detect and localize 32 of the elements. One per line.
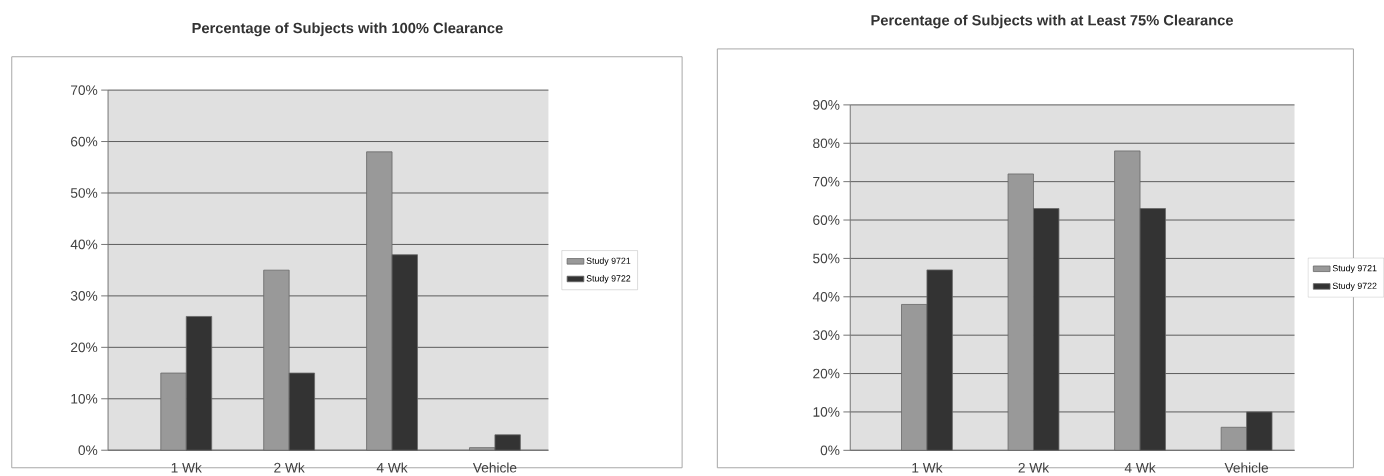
legend-label: Study 9722 [1332, 282, 1377, 291]
x-tick-label: 4 Wk [376, 462, 408, 473]
y-tick-label: 50% [70, 188, 98, 198]
y-tick-label: 40% [812, 291, 840, 302]
y-tick-label: 90% [813, 100, 840, 110]
x-tick-label: 1 Wk [171, 462, 202, 473]
x-tick-label: 2 Wk [1018, 462, 1050, 473]
legend-label: Study 9721 [586, 257, 631, 266]
y-tick-label: 20% [71, 342, 98, 353]
y-tick-label: 70% [71, 85, 98, 95]
chart-title: Percentage of Subjects with at Least 75% Clearance [871, 14, 1233, 29]
y-tick-label: 30% [70, 291, 98, 301]
y-tick-label: 10% [813, 407, 840, 417]
y-tick-label: 40% [70, 239, 98, 250]
y-tick-label: 0% [820, 445, 840, 456]
y-tick-label: 50% [813, 253, 840, 264]
x-tick-label: Vehicle [1224, 462, 1269, 473]
y-tick-label: 10% [71, 393, 98, 404]
y-tick-label: 60% [71, 136, 98, 147]
legend-label: Study 9722 [586, 275, 631, 284]
y-tick-label: 20% [813, 368, 840, 379]
chart-title: Percentage of Subjects with 100% Clearance [192, 22, 503, 37]
y-tick-label: 60% [813, 215, 840, 225]
y-tick-label: 80% [813, 138, 840, 149]
x-tick-label: 1 Wk [912, 462, 943, 473]
legend-label: Study 9721 [1332, 264, 1377, 274]
y-tick-label: 70% [813, 176, 840, 187]
x-tick-label: 4 Wk [1124, 462, 1156, 473]
y-tick-label: 30% [813, 330, 840, 341]
y-tick-label: 0% [78, 445, 98, 456]
x-tick-label: Vehicle [472, 462, 517, 473]
x-tick-label: 2 Wk [274, 462, 305, 473]
